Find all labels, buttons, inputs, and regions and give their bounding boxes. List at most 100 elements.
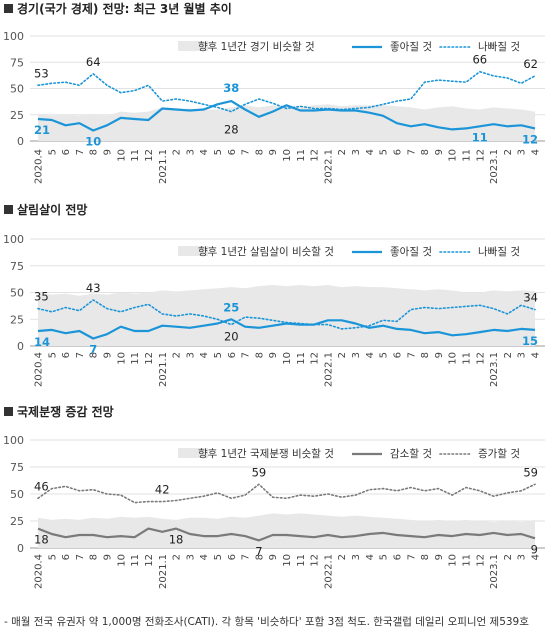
x-tick-label: 11 [130,352,141,365]
legend-swatch-area [178,41,208,51]
y-tick-label: 75 [10,56,24,69]
series-line-worse [37,299,536,330]
y-tick-label: 0 [17,340,24,353]
x-tick-label: 10 [282,352,293,365]
x-tick-label: 2 [337,352,348,358]
x-tick-label: 2022.1 [323,554,334,589]
x-tick-label: 6 [227,149,238,155]
x-tick-label: 8 [89,352,100,358]
x-tick-label: 5 [47,149,58,155]
legend-label-similar: 향후 1년간 경기 비슷할 것 [198,40,315,53]
x-tick-label: 2020.4 [34,554,45,589]
series-line-better [37,318,536,340]
x-tick-label: 7 [241,554,252,560]
x-tick-label: 8 [420,554,431,560]
x-tick-label: 2 [172,554,183,560]
x-tick-label: 12 [310,149,321,162]
x-tick-label: 10 [448,149,459,162]
x-tick-label: 2022.1 [323,352,334,387]
y-tick-label: 75 [10,260,24,273]
x-tick-label: 12 [310,554,321,567]
legend-label-solid: 감소할 것 [390,448,432,460]
data-label: 7 [89,343,97,357]
x-tick-label: 2 [172,352,183,358]
title-bullet [4,205,13,214]
x-tick-label: 12 [475,149,486,162]
x-tick-label: 5 [213,149,224,155]
x-tick-label: 4 [531,352,542,358]
data-label: 38 [223,81,239,95]
x-tick-label: 7 [406,352,417,358]
x-tick-label: 2021.1 [158,149,169,184]
legend-swatch-area [178,246,208,256]
legend-label-dotted: 나빠질 것 [478,41,520,53]
x-tick-label: 10 [282,554,293,567]
data-label: 59 [523,465,538,479]
y-tick-label: 100 [3,434,24,447]
data-label: 11 [472,130,488,144]
x-tick-label: 2 [337,149,348,155]
data-label: 15 [522,334,538,348]
data-label: 28 [224,123,239,137]
x-tick-label: 5 [47,352,58,358]
x-tick-label: 2021.1 [158,554,169,589]
x-tick-label: 3 [351,352,362,358]
data-label: 59 [252,465,267,479]
x-tick-label: 2022.1 [323,149,334,184]
x-tick-label: 2 [172,149,183,155]
x-tick-label: 6 [61,352,72,358]
x-tick-label: 11 [296,149,307,162]
data-label: 53 [34,66,49,80]
x-tick-label: 2 [503,352,514,358]
data-label: 12 [522,132,538,146]
x-tick-label: 9 [434,149,445,155]
y-tick-label: 25 [10,313,24,326]
x-tick-label: 2021.1 [158,352,169,387]
x-tick-label: 8 [254,352,265,358]
x-tick-label: 7 [75,352,86,358]
x-tick-label: 11 [462,352,473,365]
footnote: - 매월 전국 유권자 약 1,000명 전화조사(CATI). 각 항목 '비… [4,616,529,628]
x-tick-label: 12 [144,352,155,365]
x-tick-label: 6 [392,352,403,358]
x-tick-label: 3 [185,149,196,155]
y-tick-label: 50 [10,83,24,96]
x-tick-label: 12 [475,352,486,365]
x-tick-label: 8 [420,149,431,155]
data-label: 14 [34,335,50,349]
chart-title: 살림살이 전망 [17,202,87,217]
x-tick-label: 4 [531,554,542,560]
x-tick-label: 11 [462,554,473,567]
data-label: 9 [531,542,538,556]
y-tick-label: 25 [10,515,24,528]
x-tick-label: 5 [213,554,224,560]
x-tick-label: 9 [103,352,114,358]
x-tick-label: 3 [185,554,196,560]
y-tick-label: 0 [17,542,24,555]
legend-swatch-area [178,448,208,458]
x-tick-label: 8 [420,352,431,358]
x-tick-label: 6 [227,352,238,358]
x-tick-label: 11 [130,149,141,162]
x-tick-label: 9 [434,352,445,358]
data-label: 25 [223,300,239,314]
x-tick-label: 5 [213,352,224,358]
x-tick-label: 11 [296,554,307,567]
x-tick-label: 11 [296,352,307,365]
x-tick-label: 2020.4 [34,352,45,387]
y-tick-label: 50 [10,287,24,300]
x-tick-label: 9 [268,149,279,155]
data-label: 18 [34,533,49,547]
chart-panel-1: 경기(국가 경제) 전망: 최근 3년 월별 추이02550751002020.… [3,1,545,184]
x-tick-label: 4 [199,352,210,358]
legend-label-dotted: 나빠질 것 [478,246,520,258]
x-tick-label: 6 [392,149,403,155]
x-tick-label: 10 [116,554,127,567]
title-bullet [4,4,13,13]
x-tick-label: 7 [406,149,417,155]
x-tick-label: 4 [365,554,376,560]
y-tick-label: 100 [3,233,24,246]
legend-label-similar: 향후 1년간 국제분쟁 비슷할 것 [198,448,334,460]
